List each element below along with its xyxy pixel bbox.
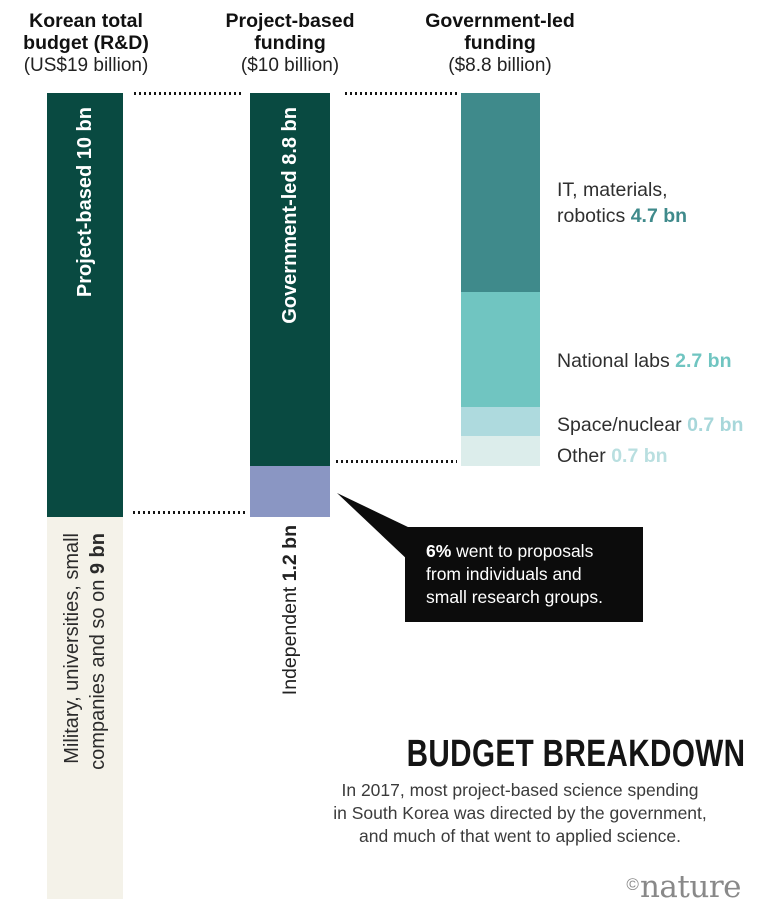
column-title: Korean total budget (R&D) [23, 10, 149, 54]
label-independent-1-2bn: Independent 1.2 bn [278, 525, 301, 696]
chart-title: BUDGET BREAKDOWN [406, 733, 745, 775]
label-it-materials-robotics: IT, materials, robotics 4.7 bn [557, 179, 688, 227]
callout-box: 6% went to proposals from individuals an… [405, 527, 643, 622]
bar-project-based-funding [250, 93, 330, 517]
dotted-connector-bottom-1 [133, 511, 245, 514]
column-title: Government-led funding [425, 10, 575, 54]
nature-wordmark: nature [639, 869, 742, 905]
copyright-icon: © [626, 875, 639, 894]
callout-pointer [337, 493, 410, 562]
label-other: Other 0.7 bn [557, 445, 668, 467]
segment-national-labs [461, 292, 540, 407]
column-subtitle: ($10 billion) [240, 55, 340, 76]
dotted-connector-bottom-2 [336, 460, 457, 463]
column-subtitle: ($8.8 billion) [448, 55, 552, 76]
label-space-nuclear: Space/nuclear 0.7 bn [557, 414, 744, 436]
callout-text: went to proposals from individuals and s… [426, 541, 604, 607]
bar-total-budget [47, 93, 123, 899]
segment-space-nuclear [461, 406, 540, 437]
segment-military-universities [47, 517, 123, 899]
callout-lead: 6% [426, 541, 452, 561]
chart-description: In 2017, most project-based science spen… [333, 780, 707, 846]
column-header-total-budget: Korean total budget (R&D) (US$19 billion… [0, 10, 172, 78]
dotted-connector-top-2 [345, 92, 458, 95]
segment-it-materials-robotics [461, 93, 540, 293]
segment-independent [250, 466, 330, 517]
column-title: Project-based funding [225, 10, 355, 54]
label-project-based-10bn: Project-based 10 bn [73, 107, 96, 298]
bar-government-led-funding [461, 93, 540, 467]
label-government-led-8-8bn: Government-led 8.8 bn [278, 107, 301, 324]
column-subtitle: (US$19 billion) [23, 55, 149, 76]
label-military-universities-9bn: Military, universities, small companies … [61, 533, 109, 770]
nature-logo: ©nature [626, 869, 741, 905]
column-header-project-based: Project-based funding ($10 billion) [204, 10, 376, 78]
dotted-connector-top-1 [134, 92, 244, 95]
column-header-government-led: Government-led funding ($8.8 billion) [414, 10, 586, 78]
segment-government-led [250, 93, 330, 467]
segment-other [461, 436, 540, 467]
label-national-labs: National labs 2.7 bn [557, 350, 732, 372]
segment-project-based [47, 93, 123, 517]
